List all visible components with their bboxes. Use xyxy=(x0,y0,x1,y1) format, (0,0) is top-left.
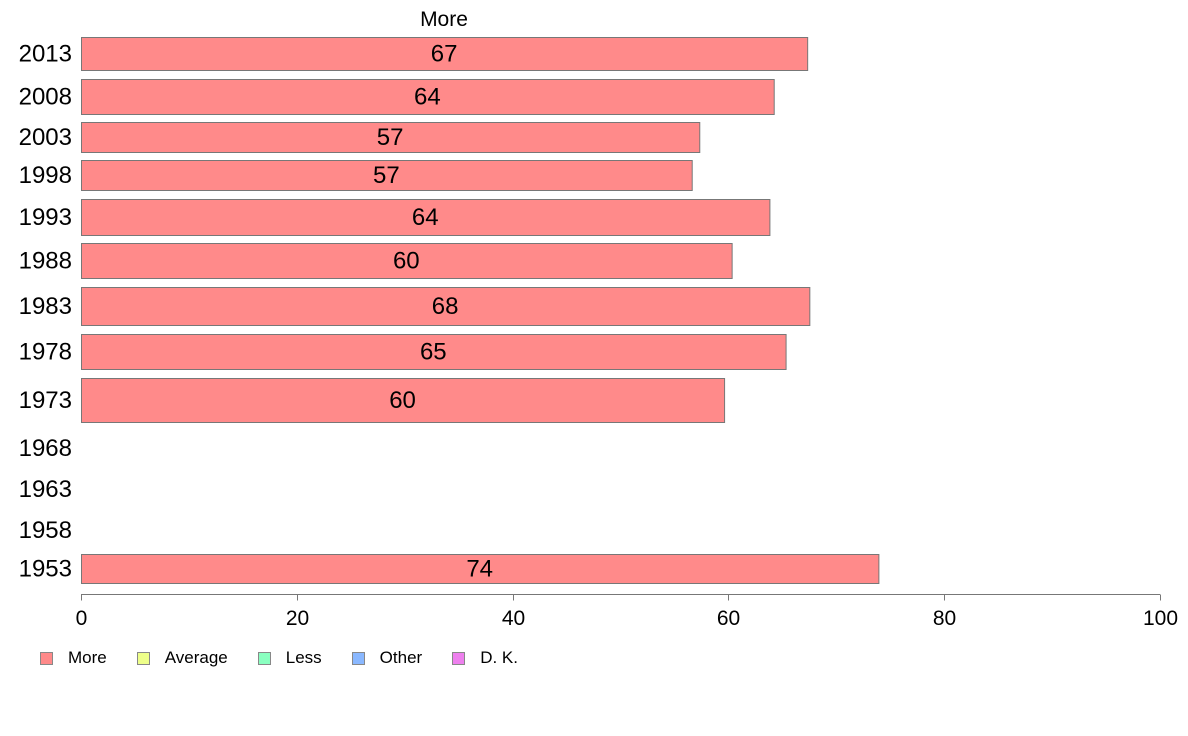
legend-swatch xyxy=(452,651,466,665)
bar-value-label: 64 xyxy=(414,84,441,111)
category-label: 1993 xyxy=(19,204,72,231)
category-label: 1978 xyxy=(19,339,72,366)
legend-item: More xyxy=(40,648,107,668)
x-tick-label: 0 xyxy=(76,607,88,630)
category-label: 2013 xyxy=(19,41,72,68)
bar xyxy=(81,37,809,71)
bar-value-label: 74 xyxy=(466,556,493,583)
bar-value-label: 57 xyxy=(377,124,404,151)
x-tick-label: 80 xyxy=(933,607,956,630)
legend-item: D. K. xyxy=(452,648,518,668)
legend-label: Other xyxy=(379,648,423,667)
x-tick-label: 60 xyxy=(717,607,740,630)
legend-label: D. K. xyxy=(480,648,518,667)
x-axis: 0 20 40 60 80 100 xyxy=(76,594,1178,630)
x-tick-label: 20 xyxy=(286,607,309,630)
bar xyxy=(81,79,775,115)
bar-value-label: 67 xyxy=(431,41,458,68)
bar-value-label: 60 xyxy=(393,248,420,275)
category-label: 1958 xyxy=(19,517,72,544)
bar-value-label: 60 xyxy=(389,387,416,414)
bar-value-label: 57 xyxy=(373,162,400,189)
bar xyxy=(81,378,726,423)
legend: More Average Less Other D. K. xyxy=(40,648,548,668)
legend-swatch xyxy=(40,651,53,665)
legend-item: Average xyxy=(136,648,228,668)
chart-title: More xyxy=(420,8,468,31)
category-label: 1988 xyxy=(19,248,72,275)
category-label: 1968 xyxy=(19,435,72,462)
bar-value-label: 68 xyxy=(432,293,459,320)
category-label: 2008 xyxy=(19,84,72,111)
bar xyxy=(81,122,701,153)
bar xyxy=(81,287,811,326)
legend-label: More xyxy=(68,648,107,667)
bar xyxy=(81,199,771,236)
legend-swatch xyxy=(257,651,271,665)
category-label: 1963 xyxy=(19,476,72,503)
legend-item: Less xyxy=(257,648,322,668)
legend-label: Less xyxy=(285,648,322,667)
bar-value-label: 64 xyxy=(412,204,439,231)
legend-item: Other xyxy=(351,648,423,668)
legend-swatch xyxy=(351,651,365,665)
category-labels: 2013 2008 2003 1998 1993 1988 1983 1978 1973 1968… xyxy=(19,41,72,583)
bar xyxy=(81,554,880,584)
x-tick-label: 40 xyxy=(502,607,525,630)
legend-swatch xyxy=(136,651,150,665)
category-label: 1998 xyxy=(19,162,72,189)
category-label: 2003 xyxy=(19,124,72,151)
category-label: 1983 xyxy=(19,293,72,320)
bar xyxy=(81,160,693,191)
category-label: 1973 xyxy=(19,387,72,414)
bar-value-label: 65 xyxy=(420,339,447,366)
category-label: 1953 xyxy=(19,556,72,583)
x-tick-label: 100 xyxy=(1143,607,1178,630)
bar xyxy=(81,243,733,279)
legend-label: Average xyxy=(164,648,228,667)
bar xyxy=(81,334,787,370)
